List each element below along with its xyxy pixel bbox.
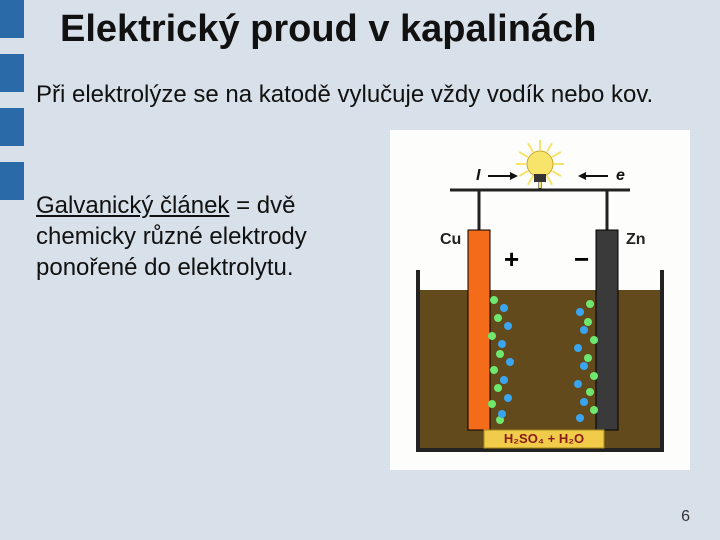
- accent-tick: [0, 54, 24, 92]
- definition-term: Galvanický článek: [36, 192, 229, 219]
- svg-text:I: I: [476, 167, 481, 184]
- accent-tick: [0, 0, 24, 38]
- slide-accent-ticks: [0, 0, 24, 216]
- accent-tick: [0, 108, 24, 146]
- svg-text:+: +: [504, 244, 519, 274]
- svg-text:−: −: [574, 244, 589, 274]
- intro-paragraph: Při elektrolýze se na katodě vylučuje vž…: [36, 80, 686, 110]
- definition-paragraph: Galvanický článek = dvě chemicky různé e…: [36, 190, 366, 284]
- accent-tick: [0, 162, 24, 200]
- page-number: 6: [681, 508, 690, 526]
- galvanic-cell-diagram: Ie Cu + Zn − H₂SO₄ + H₂O: [390, 130, 690, 470]
- galvanic-cell-svg: Ie Cu + Zn − H₂SO₄ + H₂O: [390, 130, 690, 470]
- svg-text:e: e: [616, 167, 625, 184]
- svg-text:H₂SO₄ + H₂O: H₂SO₄ + H₂O: [504, 431, 584, 446]
- page-title: Elektrický proud v kapalinách: [60, 8, 596, 51]
- svg-text:Cu: Cu: [440, 231, 461, 248]
- svg-text:Zn: Zn: [626, 231, 646, 248]
